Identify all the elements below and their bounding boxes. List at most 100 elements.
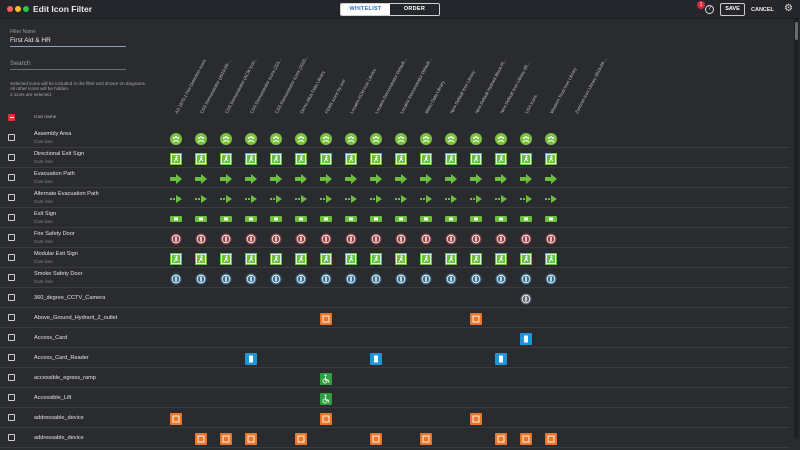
assembly-area-icon (170, 132, 182, 145)
running-man-exit-icon (420, 152, 432, 165)
icon-name: Evacuation Path (34, 171, 75, 177)
smoke-door-icon (170, 272, 182, 285)
row-checkbox[interactable] (8, 254, 15, 261)
row-checkbox[interactable] (8, 174, 15, 181)
select-all-checkbox[interactable] (8, 114, 15, 121)
row-checkbox[interactable] (8, 134, 15, 141)
running-man-exit-icon (395, 152, 407, 165)
exit-sign-icon (220, 212, 232, 224)
row-checkbox[interactable] (8, 414, 15, 421)
addressable-device-icon (520, 432, 532, 445)
running-man-exit-icon (470, 152, 482, 165)
table-row[interactable]: accessible_egress_ramp (0, 368, 790, 388)
table-row[interactable]: Alternate Evacuation Path Core icon (0, 188, 790, 208)
assembly-area-icon (245, 132, 257, 145)
row-checkbox[interactable] (8, 154, 15, 161)
table-row[interactable]: addressable_device (0, 428, 790, 448)
table-row[interactable]: Fire Safety Door Core icon (0, 228, 790, 248)
running-man-exit-icon (445, 152, 457, 165)
smoke-door-icon (445, 272, 457, 285)
order-tab[interactable]: ORDER (390, 4, 439, 15)
row-checkbox[interactable] (8, 374, 15, 381)
row-checkbox[interactable] (8, 314, 15, 321)
smoke-door-icon (495, 272, 507, 285)
modular-exit-sign-icon (170, 252, 182, 265)
table-row[interactable]: Smoke Safety Door Core icon (0, 268, 790, 288)
fire-door-icon (245, 232, 257, 245)
whitelist-tab[interactable]: WHITELIST (341, 4, 390, 15)
minimize-window-icon[interactable] (15, 6, 21, 12)
addressable-device-icon (420, 432, 432, 445)
card-reader-icon (245, 352, 257, 365)
arrow-right-icon (470, 172, 482, 184)
row-checkbox[interactable] (8, 274, 15, 281)
row-checkbox[interactable] (8, 334, 15, 341)
row-checkbox[interactable] (8, 234, 15, 241)
filter-name-input[interactable]: First Aid & HR (10, 37, 126, 47)
exit-sign-icon (470, 212, 482, 224)
arrow-right-icon (320, 172, 332, 184)
icon-name: addressable_device (34, 435, 84, 441)
column-header: FEMS icons by one (324, 78, 347, 115)
gear-icon[interactable]: ⚙ (784, 3, 793, 14)
save-button[interactable]: SAVE (720, 3, 745, 16)
table-row[interactable]: Above_Ground_Hydrant_2_outlet (0, 308, 790, 328)
modular-exit-sign-icon (545, 252, 557, 265)
column-header: USA Icons (524, 93, 539, 115)
arrow-right-icon (495, 172, 507, 184)
exit-sign-icon (395, 212, 407, 224)
icon-name: Alternate Evacuation Path (34, 191, 99, 197)
modular-exit-sign-icon (270, 252, 282, 265)
table-row[interactable]: Access_Card_Reader (0, 348, 790, 368)
addressable-device-icon (370, 432, 382, 445)
modular-exit-sign-icon (295, 252, 307, 265)
maximize-window-icon[interactable] (23, 6, 29, 12)
smoke-door-icon (245, 272, 257, 285)
scrollbar-thumb[interactable] (795, 22, 798, 40)
table-row[interactable]: Exit Sign Core icon (0, 208, 790, 228)
exit-sign-icon (345, 212, 357, 224)
search-input[interactable]: Search (10, 60, 126, 70)
table-row[interactable]: Modular Exit Sign Core icon (0, 248, 790, 268)
running-man-exit-icon (245, 152, 257, 165)
accessible-lift-icon (320, 392, 332, 405)
row-checkbox[interactable] (8, 394, 15, 401)
icon-name: addressable_device (34, 415, 84, 421)
fire-door-icon (270, 232, 282, 245)
modular-exit-sign-icon (320, 252, 332, 265)
assembly-area-icon (495, 132, 507, 145)
table-row[interactable]: Evacuation Path Core icon (0, 168, 790, 188)
scrollbar-track[interactable] (794, 19, 799, 438)
running-man-exit-icon (320, 152, 332, 165)
row-checkbox[interactable] (8, 194, 15, 201)
dashed-arrow-right-icon (320, 192, 332, 204)
row-checkbox[interactable] (8, 354, 15, 361)
exit-sign-icon (520, 212, 532, 224)
table-row[interactable]: Assembly Area Core icon (0, 128, 790, 148)
table-row[interactable]: Directional Exit Sign Core icon (0, 148, 790, 168)
assembly-area-icon (295, 132, 307, 145)
column-header: Western Trust Icon Library (549, 66, 578, 115)
cctv-camera-icon (520, 292, 532, 305)
running-man-exit-icon (495, 152, 507, 165)
cancel-button[interactable]: CANCEL (751, 7, 774, 13)
table-row[interactable]: 360_degree_CCTV_Camera (0, 288, 790, 308)
addressable-device-icon (170, 412, 182, 425)
row-checkbox[interactable] (8, 214, 15, 221)
help-icon[interactable]: ? (705, 5, 714, 14)
modular-exit-sign-icon (345, 252, 357, 265)
close-window-icon[interactable] (7, 6, 13, 12)
icon-name-header: Icon name (34, 115, 57, 120)
table-row[interactable]: Accessible_Lift (0, 388, 790, 408)
fire-door-icon (370, 232, 382, 245)
modular-exit-sign-icon (370, 252, 382, 265)
row-checkbox[interactable] (8, 294, 15, 301)
table-row[interactable]: addressable_device (0, 408, 790, 428)
arrow-right-icon (395, 172, 407, 184)
smoke-door-icon (345, 272, 357, 285)
addressable-device-icon (220, 432, 232, 445)
exit-sign-icon (420, 212, 432, 224)
dashed-arrow-right-icon (170, 192, 182, 204)
table-row[interactable]: Access_Card (0, 328, 790, 348)
dashed-arrow-right-icon (245, 192, 257, 204)
